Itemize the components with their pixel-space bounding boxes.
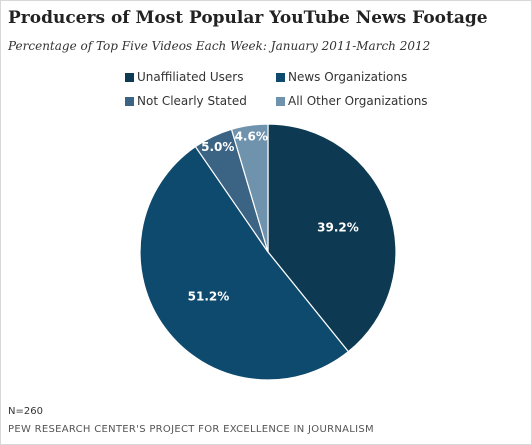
legend-label: News Organizations — [288, 70, 408, 84]
source-line: PEW RESEARCH CENTER'S PROJECT FOR EXCELL… — [8, 424, 374, 435]
legend-label: Not Clearly Stated — [137, 94, 247, 108]
data-label-all-other-organizations: 4.6% — [235, 130, 268, 144]
legend-label: Unaffiliated Users — [137, 70, 244, 84]
legend-swatch — [276, 96, 285, 106]
legend-swatch — [125, 96, 134, 106]
sample-size-note: N=260 — [8, 406, 43, 417]
legend-item-not-clearly-stated: Not Clearly Stated — [125, 94, 247, 108]
chart-subtitle: Percentage of Top Five Videos Each Week:… — [8, 39, 431, 53]
data-label-unaffiliated-users: 39.2% — [317, 220, 359, 234]
data-label-not-clearly-stated: 5.0% — [201, 140, 234, 154]
pie-slice-unaffiliated-users — [267, 123, 397, 353]
legend-swatch — [125, 72, 134, 82]
legend-item-unaffiliated-users: Unaffiliated Users — [125, 70, 244, 84]
data-label-news-organizations: 51.2% — [188, 289, 230, 303]
pie-slice-all-other-organizations — [230, 123, 269, 253]
legend-item-news-organizations: News Organizations — [276, 70, 407, 84]
legend-label: All Other Organizations — [288, 94, 428, 108]
legend-item-all-other-organizations: All Other Organizations — [276, 94, 428, 108]
legend-swatch — [276, 72, 285, 82]
pie-slice-news-organizations — [139, 145, 350, 381]
chart-title: Producers of Most Popular YouTube News F… — [8, 8, 488, 28]
